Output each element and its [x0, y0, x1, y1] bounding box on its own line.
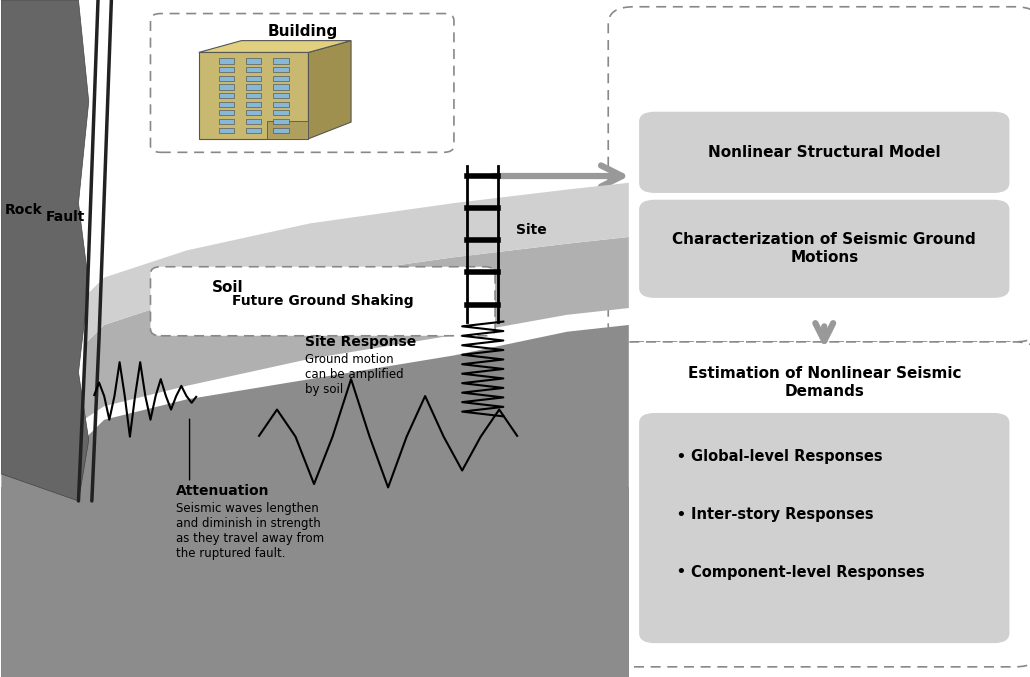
FancyBboxPatch shape [150, 267, 495, 336]
Polygon shape [273, 58, 288, 64]
Polygon shape [1, 325, 628, 677]
Polygon shape [218, 102, 234, 107]
Polygon shape [246, 58, 262, 64]
Text: Attenuation: Attenuation [176, 484, 270, 498]
Text: Component-level Responses: Component-level Responses [690, 565, 924, 580]
FancyBboxPatch shape [609, 7, 1030, 342]
Text: •: • [675, 448, 686, 466]
Polygon shape [246, 110, 262, 116]
FancyBboxPatch shape [639, 112, 1009, 193]
Text: Rock: Rock [5, 203, 43, 217]
Polygon shape [246, 76, 262, 81]
Polygon shape [218, 85, 234, 89]
Polygon shape [218, 110, 234, 116]
Polygon shape [83, 237, 628, 420]
Polygon shape [268, 121, 308, 139]
Polygon shape [218, 67, 234, 72]
Polygon shape [273, 110, 288, 116]
Polygon shape [218, 127, 234, 133]
Text: Fault: Fault [45, 210, 84, 223]
Text: Ground motion
can be amplified
by soil: Ground motion can be amplified by soil [305, 353, 404, 397]
Polygon shape [246, 102, 262, 107]
FancyBboxPatch shape [639, 200, 1009, 298]
FancyBboxPatch shape [609, 342, 1030, 667]
Polygon shape [273, 127, 288, 133]
Polygon shape [308, 41, 351, 139]
Text: Site: Site [516, 223, 546, 237]
Text: Inter-story Responses: Inter-story Responses [690, 507, 873, 522]
Text: Site Response: Site Response [305, 335, 416, 349]
Polygon shape [218, 93, 234, 98]
Polygon shape [218, 119, 234, 124]
FancyBboxPatch shape [150, 14, 454, 152]
Polygon shape [199, 41, 351, 52]
Polygon shape [199, 52, 308, 139]
Text: •: • [675, 506, 686, 523]
Polygon shape [273, 93, 288, 98]
Polygon shape [83, 183, 628, 345]
Text: •: • [675, 563, 686, 581]
Polygon shape [246, 119, 262, 124]
Text: Building: Building [268, 24, 338, 39]
Polygon shape [246, 67, 262, 72]
Polygon shape [246, 85, 262, 89]
Polygon shape [218, 76, 234, 81]
Polygon shape [273, 67, 288, 72]
Polygon shape [273, 119, 288, 124]
Polygon shape [1, 487, 628, 677]
Text: Estimation of Nonlinear Seismic
Demands: Estimation of Nonlinear Seismic Demands [687, 366, 961, 399]
Polygon shape [218, 58, 234, 64]
Text: Nonlinear Structural Model: Nonlinear Structural Model [708, 145, 940, 160]
Text: Global-level Responses: Global-level Responses [690, 450, 882, 464]
Text: Future Ground Shaking: Future Ground Shaking [233, 294, 414, 307]
Text: Seismic waves lengthen
and diminish in strength
as they travel away from
the rup: Seismic waves lengthen and diminish in s… [176, 502, 324, 561]
Polygon shape [273, 102, 288, 107]
Text: Characterization of Seismic Ground
Motions: Characterization of Seismic Ground Motio… [673, 232, 976, 265]
Text: Soil: Soil [212, 280, 243, 295]
FancyBboxPatch shape [639, 413, 1009, 643]
Polygon shape [273, 76, 288, 81]
Polygon shape [246, 127, 262, 133]
Polygon shape [1, 0, 89, 501]
Polygon shape [273, 85, 288, 89]
Polygon shape [246, 93, 262, 98]
